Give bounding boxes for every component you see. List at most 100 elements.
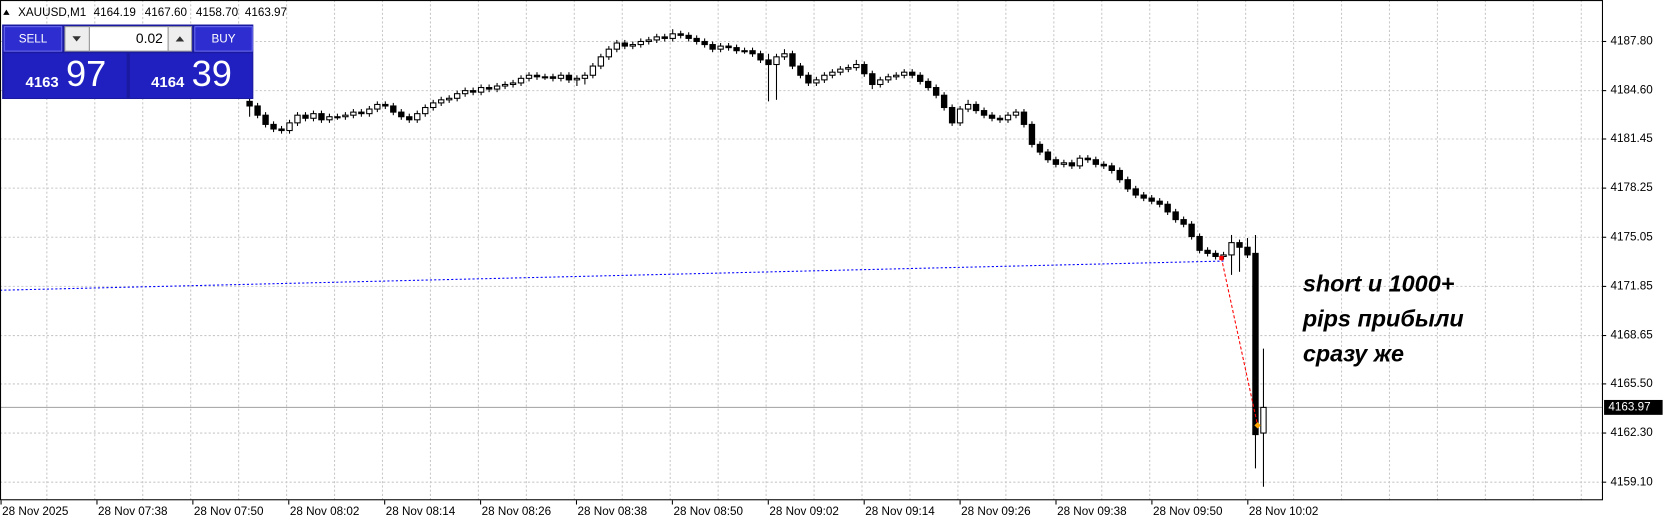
candle-body (916, 74, 924, 82)
x-tick-label: 28 Nov 09:50 (1153, 505, 1223, 518)
candle-body (1020, 111, 1028, 125)
candle-body (988, 114, 996, 119)
x-tick-label: 28 Nov 08:02 (290, 505, 360, 518)
candle-body (789, 53, 796, 67)
volume-input[interactable] (88, 26, 169, 52)
candle-body (1156, 200, 1163, 205)
candle-body (438, 99, 445, 104)
candle-body (254, 105, 261, 116)
candle-body (932, 87, 940, 96)
candle-body (1084, 157, 1092, 161)
y-tick-label: 4159.10 (1610, 475, 1653, 488)
candle-body (765, 59, 772, 66)
candle-body (597, 56, 605, 67)
trade-line (1220, 257, 1259, 426)
x-tick-label: 28 Nov 08:38 (578, 505, 648, 518)
candle-body (390, 105, 397, 113)
candle-body (310, 113, 317, 119)
candle-body (1260, 406, 1267, 434)
candle-body (741, 50, 748, 53)
candle-body (302, 114, 309, 119)
candle-body (709, 44, 716, 50)
price-low: 4158.70 (196, 6, 239, 19)
sell-button[interactable] (3, 26, 63, 52)
candle-body (837, 68, 844, 73)
collapse-arrow[interactable] (3, 9, 10, 15)
entry-marker (1219, 255, 1224, 261)
candle-body (573, 77, 581, 81)
candle-body (1108, 165, 1115, 172)
y-tick-label: 4171.85 (1610, 279, 1653, 292)
candle-body (1204, 249, 1211, 254)
candle-body (557, 74, 565, 79)
candle-body (406, 116, 413, 121)
y-tick-label: 4184.60 (1610, 84, 1653, 97)
candle-body (1228, 242, 1235, 256)
candle-body (414, 113, 421, 121)
candle-body (645, 39, 652, 43)
candle-body (845, 67, 852, 70)
candle-body (901, 71, 908, 76)
candle-body (1076, 157, 1084, 167)
candle-body (1124, 179, 1131, 190)
buy-price-box[interactable] (129, 53, 253, 98)
x-tick-label: 28 Nov 08:14 (386, 505, 456, 518)
current-price-box (1604, 399, 1663, 415)
candle-body (621, 42, 629, 47)
candle-body (517, 77, 525, 84)
candle-body (1172, 211, 1179, 221)
plot-frame (0, 0, 1604, 501)
candle-body (549, 76, 557, 79)
candle-body (445, 97, 453, 101)
candle-body (294, 114, 301, 124)
sell-price-box[interactable] (4, 53, 127, 98)
candle-body (797, 65, 804, 76)
annotation: сразу же (1303, 341, 1404, 367)
candle-body (637, 40, 644, 46)
candle-body (805, 74, 812, 84)
candle-body (1164, 203, 1171, 213)
volume: 0.02 (136, 30, 163, 46)
candle-body (717, 45, 724, 50)
candle-body (493, 85, 501, 90)
x-tick-label: 28 Nov 08:26 (482, 505, 552, 518)
candle-body (757, 53, 764, 61)
candle-body (350, 111, 357, 116)
candle-body (781, 53, 788, 58)
candle-body (653, 36, 660, 41)
up-arrow (175, 36, 185, 42)
x-tick-label: 28 Nov 09:38 (1057, 505, 1127, 518)
price-close: 4163.97 (245, 6, 287, 19)
candle-body (1212, 252, 1219, 257)
candle-body (453, 93, 461, 99)
x-tick-label: 28 Nov 09:02 (769, 505, 839, 518)
candle-body (940, 94, 948, 109)
x-tick-label: 28 Nov 08:50 (673, 505, 743, 518)
y-tick-label: 4178.25 (1610, 181, 1653, 194)
candle-body (1052, 159, 1060, 165)
x-tick-label: 28 Nov 10:02 (1249, 505, 1319, 518)
candle-body (956, 108, 964, 124)
candle-body (461, 90, 469, 95)
candle-body (1196, 235, 1203, 251)
candle-body (1188, 223, 1195, 238)
candle-body (1004, 114, 1012, 121)
candle-body (286, 122, 293, 132)
sell-label: SELL (19, 33, 48, 46)
price-open: 4164.19 (94, 6, 136, 19)
candle-body (374, 103, 381, 110)
candle-body (693, 37, 700, 43)
candle-body (565, 74, 573, 81)
candle-body (477, 87, 485, 93)
candle-body (1180, 219, 1187, 225)
candle-body (1244, 246, 1251, 256)
candle-body (685, 34, 692, 39)
x-tick-label: 28 Nov 09:26 (961, 505, 1031, 518)
candle-body (813, 79, 820, 84)
candle-body (1036, 143, 1044, 153)
sell-price-pips: 97 (66, 53, 106, 94)
candle-body (877, 79, 884, 86)
candle-body (605, 48, 613, 58)
buy-button[interactable] (194, 26, 253, 52)
